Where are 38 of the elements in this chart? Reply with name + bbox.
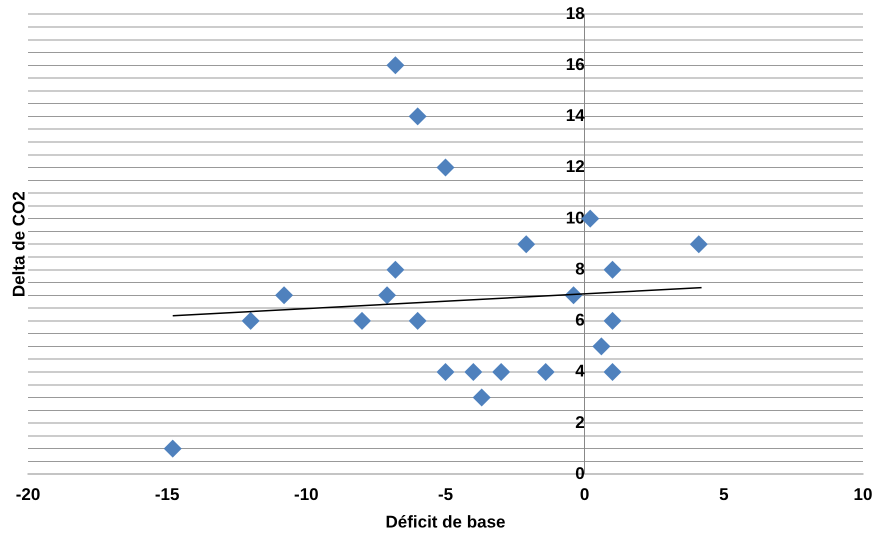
point [604,312,622,330]
x-tick-label: -5 [438,485,454,504]
point [604,362,622,381]
y-tick-label: 14 [566,106,586,126]
x-tick-label: 5 [719,485,729,504]
point [408,107,427,126]
y-tick-label: 6 [575,310,585,330]
point [408,312,427,330]
x-tick-label: -15 [154,485,180,504]
y-tick-label: 8 [575,259,585,278]
point [464,362,482,381]
y-axis-title: Delta de CO2 [10,191,29,298]
y-tick-label: 18 [566,4,585,23]
point [386,260,404,279]
x-tick-label: -10 [294,485,319,504]
point [690,235,708,254]
point [353,312,371,330]
y-tick-label: 16 [566,55,585,74]
point [275,286,294,304]
x-tick-label: 10 [854,485,872,504]
point [386,56,404,74]
point [604,260,622,279]
y-tick-label: 0 [575,464,585,483]
point [378,286,396,304]
y-tick-label: 2 [575,412,585,432]
point [592,337,610,356]
point [536,362,555,381]
x-tick-label: -20 [16,485,40,504]
point [164,440,182,458]
x-axis-title: Déficit de base [386,512,506,532]
point [242,312,260,330]
point [436,158,454,177]
y-tick-label: 12 [566,157,585,176]
point [517,235,536,254]
point [492,362,510,381]
point [472,388,491,407]
point [436,362,454,381]
y-tick-label: 4 [575,362,586,381]
